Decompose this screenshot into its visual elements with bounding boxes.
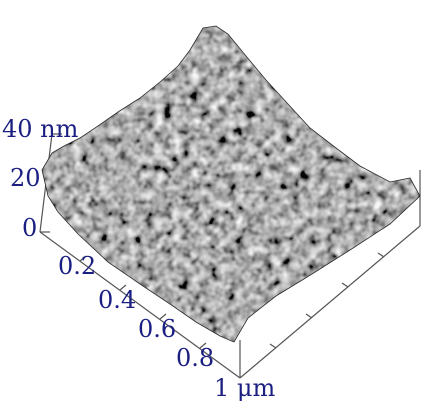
xy-tick-label-0-6: 0.6: [138, 315, 177, 343]
xy-tick-label-0-8: 0.8: [176, 344, 215, 372]
xy-ticks: [79, 252, 385, 349]
surface: [42, 26, 420, 342]
xy-front-edge: [39, 231, 241, 379]
z-tick-label-20: 20: [10, 164, 41, 192]
xy-tick-label-0-4: 0.4: [98, 286, 137, 314]
z-tick-label-40: 40 nm: [2, 115, 79, 143]
xy-tick-label-1um: 1 μm: [214, 374, 276, 402]
xy-right-edge: [239, 225, 421, 379]
xy-tick-label-0-2: 0.2: [58, 252, 97, 280]
z-tick-label-0: 0: [22, 214, 38, 242]
surface-outline: [41, 25, 421, 343]
